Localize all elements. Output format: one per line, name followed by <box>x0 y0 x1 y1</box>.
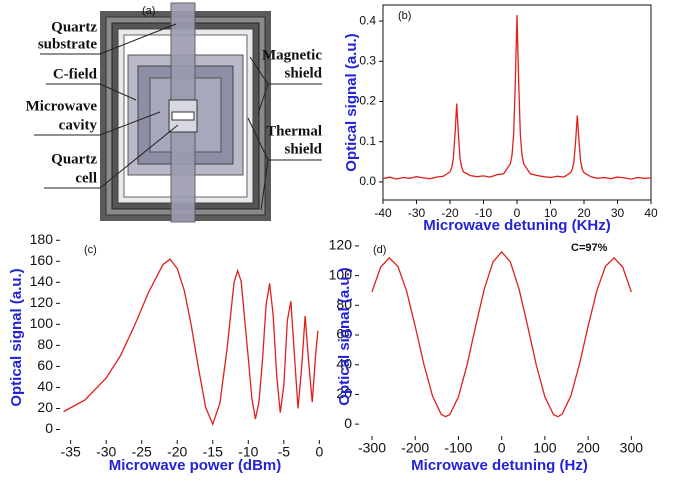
x-tick-label: 100 <box>533 440 557 456</box>
y-tick-label: 120 <box>329 237 353 253</box>
y-tick-label: 0 <box>344 415 352 431</box>
panel-label: (a) <box>142 5 155 17</box>
x-tick-label: -40 <box>374 206 392 220</box>
x-axis-label: Microwave detuning (KHz) <box>423 217 611 234</box>
x-axis-label: Microwave power (dBm) <box>109 457 282 474</box>
figure: (a) Quartz substrate C-field Microwave c… <box>0 0 673 481</box>
x-tick-label: 0 <box>498 440 506 456</box>
diagram-label: cell <box>75 170 97 186</box>
diagram-label: shield <box>284 65 322 81</box>
diagram-label: Quartz <box>51 19 97 35</box>
panel-label: (d) <box>373 244 386 256</box>
y-tick-label: 40 <box>37 378 53 394</box>
diagram-label: C-field <box>53 66 98 82</box>
y-tick-label: 100 <box>30 315 54 331</box>
y-tick-label: 60 <box>37 357 53 373</box>
panel-label: (c) <box>84 244 97 256</box>
diagram-label: Quartz <box>51 151 97 167</box>
x-tick-label: 40 <box>644 206 658 220</box>
y-tick-label: 0.3 <box>359 53 376 67</box>
y-axis-label: Optical signal (a.u.) <box>343 33 360 171</box>
y-tick-label: 0 <box>45 420 53 436</box>
data-line <box>372 252 631 417</box>
y-tick-label: 0.0 <box>359 174 376 188</box>
diagram-label: cavity <box>59 117 98 133</box>
y-tick-label: 20 <box>37 399 53 415</box>
diagram-label: substrate <box>38 36 98 52</box>
x-tick-label: 300 <box>620 440 644 456</box>
x-tick-label: 200 <box>576 440 600 456</box>
x-tick-label: -200 <box>401 440 429 456</box>
x-tick-label: -300 <box>358 440 386 456</box>
y-tick-label: 120 <box>30 294 54 310</box>
x-tick-label: -35 <box>61 444 81 460</box>
y-axis-label: Optical signal (a.u.) <box>8 268 25 406</box>
diagram-label: Magnetic <box>262 47 322 63</box>
x-axis-label: Microwave detuning (Hz) <box>411 457 588 474</box>
y-tick-label: 80 <box>37 336 53 352</box>
data-line <box>64 259 318 424</box>
diagram-label: shield <box>284 141 322 157</box>
diagram-label: Thermal <box>266 123 322 139</box>
x-tick-label: 0 <box>315 444 323 460</box>
y-tick-label: 160 <box>30 252 54 268</box>
x-tick-label: -100 <box>444 440 472 456</box>
panel-label: (b) <box>398 10 411 22</box>
y-tick-label: 140 <box>30 273 54 289</box>
y-axis-label: Optical signal (a.u.) <box>336 267 353 405</box>
y-tick-label: 0.1 <box>359 134 376 148</box>
cell-center <box>172 112 194 120</box>
x-tick-label: 30 <box>611 206 625 220</box>
y-tick-label: 0.4 <box>359 13 376 27</box>
annotation: C=97% <box>571 242 608 254</box>
apparatus-diagram: (a) Quartz substrate C-field Microwave c… <box>26 3 323 222</box>
y-tick-label: 0.2 <box>359 94 376 108</box>
diagram-label: Microwave <box>26 98 98 114</box>
data-line <box>383 15 651 179</box>
y-tick-label: 180 <box>30 231 54 247</box>
